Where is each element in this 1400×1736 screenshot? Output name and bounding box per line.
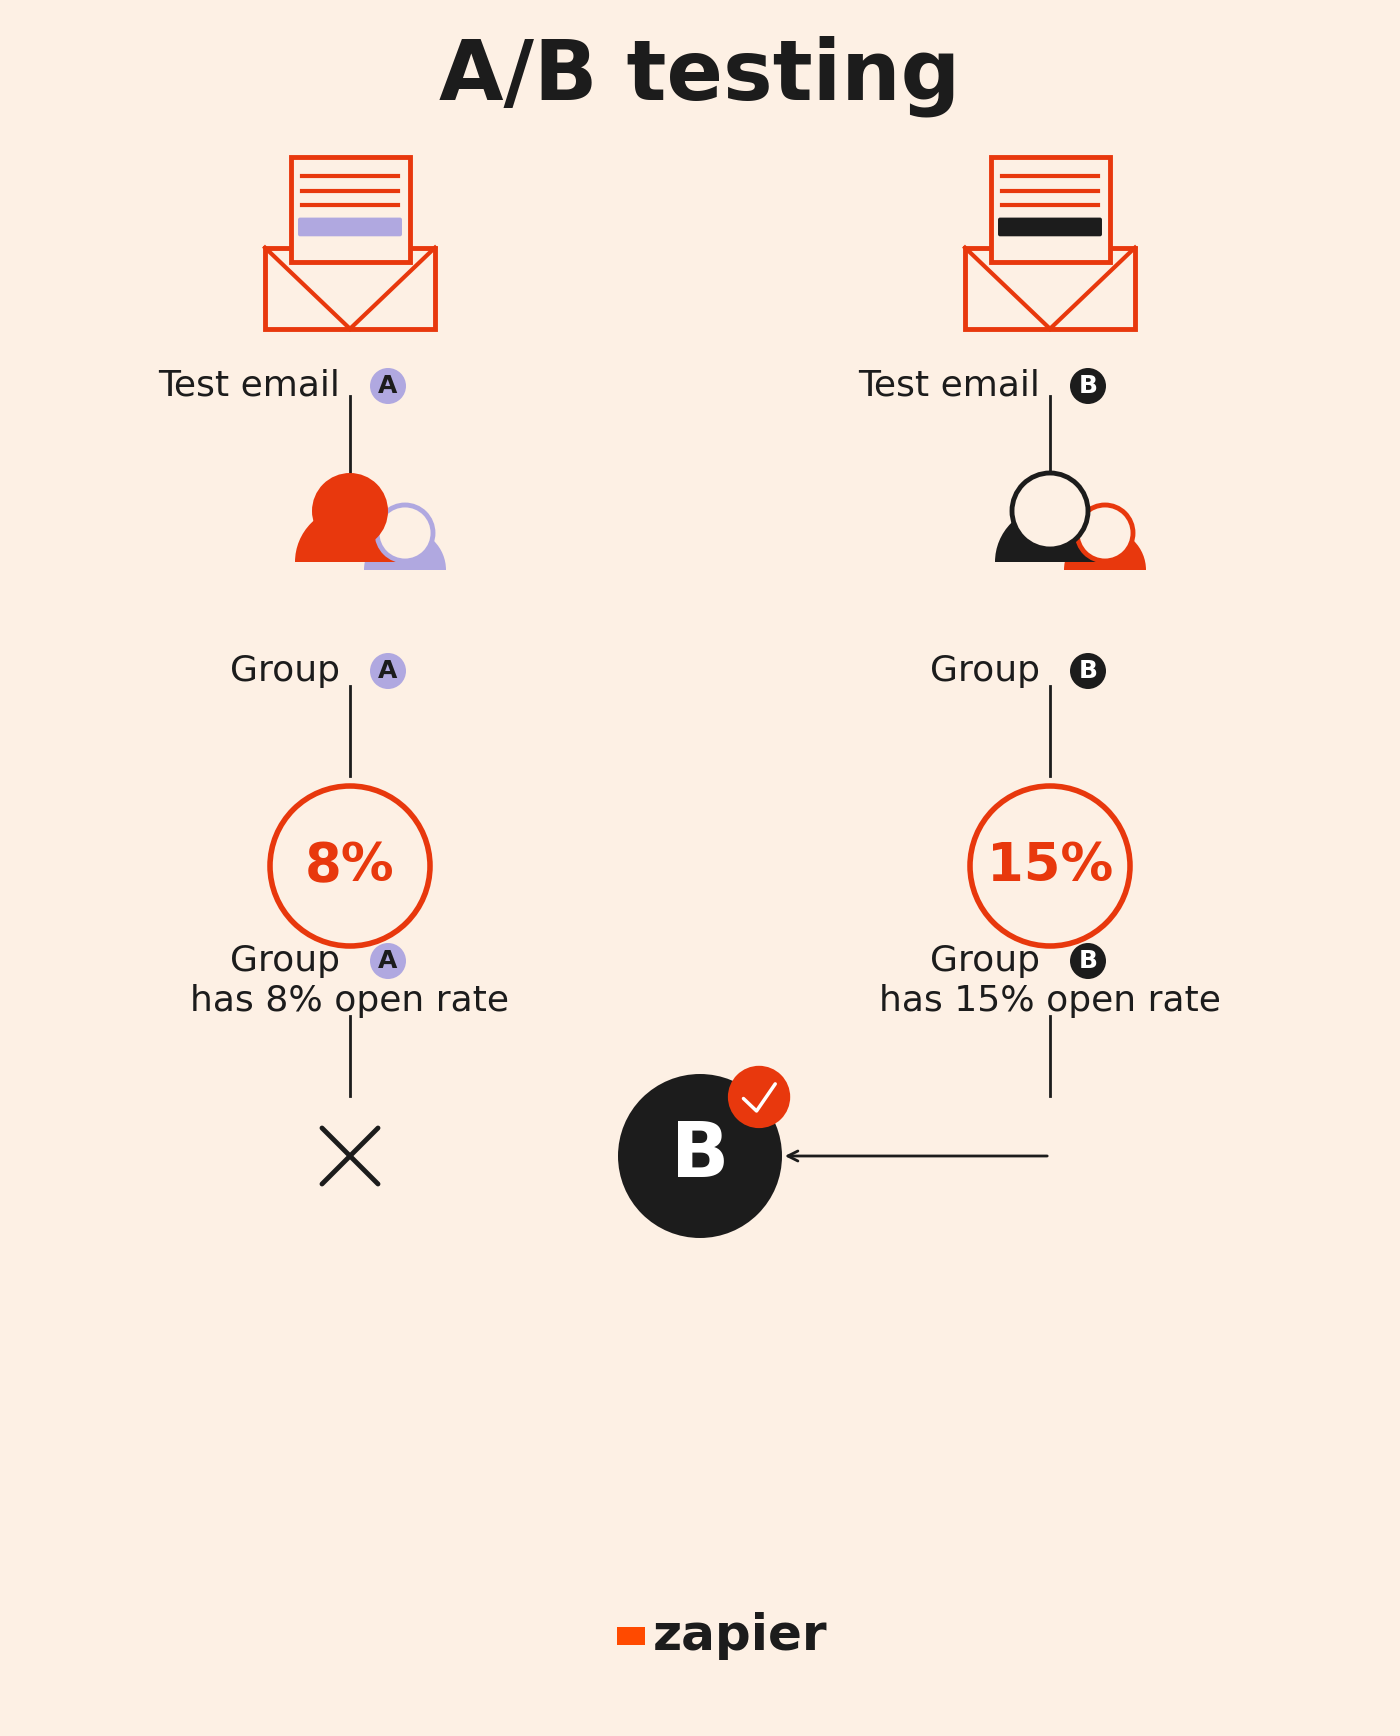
Text: Group: Group xyxy=(230,654,340,687)
Ellipse shape xyxy=(377,505,433,561)
Ellipse shape xyxy=(1012,472,1088,549)
Ellipse shape xyxy=(312,472,388,549)
FancyBboxPatch shape xyxy=(991,156,1109,262)
FancyBboxPatch shape xyxy=(965,248,1135,328)
Text: 8%: 8% xyxy=(305,840,395,892)
Ellipse shape xyxy=(617,1075,783,1238)
FancyBboxPatch shape xyxy=(291,156,409,262)
Ellipse shape xyxy=(370,368,406,404)
FancyBboxPatch shape xyxy=(998,217,1102,236)
Text: 15%: 15% xyxy=(987,840,1113,892)
Ellipse shape xyxy=(1077,505,1133,561)
Ellipse shape xyxy=(270,786,430,946)
Text: B: B xyxy=(1078,950,1098,972)
FancyBboxPatch shape xyxy=(265,248,435,328)
Text: Test email: Test email xyxy=(158,370,340,403)
FancyBboxPatch shape xyxy=(617,1627,645,1646)
Wedge shape xyxy=(995,507,1105,562)
FancyBboxPatch shape xyxy=(298,217,402,236)
Wedge shape xyxy=(364,529,447,569)
Text: Test email: Test email xyxy=(858,370,1040,403)
Text: B: B xyxy=(671,1120,729,1193)
Wedge shape xyxy=(1064,529,1147,569)
Ellipse shape xyxy=(1070,943,1106,979)
Wedge shape xyxy=(295,507,405,562)
Ellipse shape xyxy=(728,1066,790,1128)
Ellipse shape xyxy=(370,653,406,689)
Text: A/B testing: A/B testing xyxy=(440,35,960,116)
Text: B: B xyxy=(1078,660,1098,682)
Text: has 15% open rate: has 15% open rate xyxy=(879,984,1221,1017)
Text: zapier: zapier xyxy=(652,1613,827,1660)
Ellipse shape xyxy=(970,786,1130,946)
Text: A: A xyxy=(378,950,398,972)
Text: A: A xyxy=(378,660,398,682)
Text: has 8% open rate: has 8% open rate xyxy=(190,984,510,1017)
Text: Group: Group xyxy=(230,944,340,977)
Text: Group: Group xyxy=(930,944,1040,977)
Text: B: B xyxy=(1078,373,1098,398)
Text: A: A xyxy=(378,373,398,398)
Ellipse shape xyxy=(370,943,406,979)
Ellipse shape xyxy=(1070,653,1106,689)
Text: Group: Group xyxy=(930,654,1040,687)
Ellipse shape xyxy=(1070,368,1106,404)
